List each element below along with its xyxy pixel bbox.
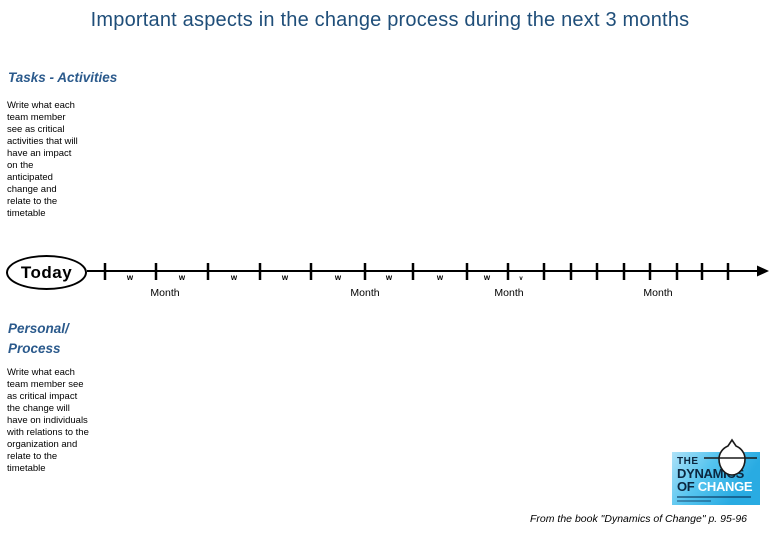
week-label: v: [519, 276, 523, 282]
tasks-description: Write what each team member see as criti…: [7, 100, 78, 219]
logo-word-change: CHANGE: [697, 479, 753, 494]
logo-tagline-bar: [677, 496, 751, 498]
logo-line-of-change: OF CHANGE: [677, 479, 760, 494]
timeline-arrowhead: [757, 265, 769, 277]
citation: From the book "Dynamics of Change" p. 95…: [530, 513, 747, 525]
week-label: w: [230, 273, 238, 282]
week-label: w: [385, 273, 393, 282]
personal-description: Write what each team member see as criti…: [7, 367, 89, 474]
logo-tagline-bar-small: [677, 500, 711, 502]
page-title: Important aspects in the change process …: [90, 9, 690, 31]
month-label: Month: [150, 287, 179, 299]
today-oval: Today: [6, 255, 87, 290]
week-label: w: [334, 273, 342, 282]
month-label: Month: [350, 287, 379, 299]
week-label: w: [126, 273, 134, 282]
logo-word-of: OF: [677, 479, 698, 494]
week-label: w: [178, 273, 186, 282]
week-label: w: [436, 273, 444, 282]
week-label: w: [483, 273, 491, 282]
month-label: Month: [643, 287, 672, 299]
month-label: Month: [494, 287, 523, 299]
section-heading-tasks: Tasks - Activities: [8, 70, 118, 85]
week-label: w: [281, 273, 289, 282]
logo-line-the: THE: [677, 456, 699, 467]
dynamics-of-change-logo: THE DYNAMICS OF CHANGE: [672, 438, 760, 505]
today-label: Today: [20, 262, 73, 282]
iceberg-icon: [704, 438, 757, 476]
section-heading-personal: Personal/ Process: [8, 321, 69, 356]
